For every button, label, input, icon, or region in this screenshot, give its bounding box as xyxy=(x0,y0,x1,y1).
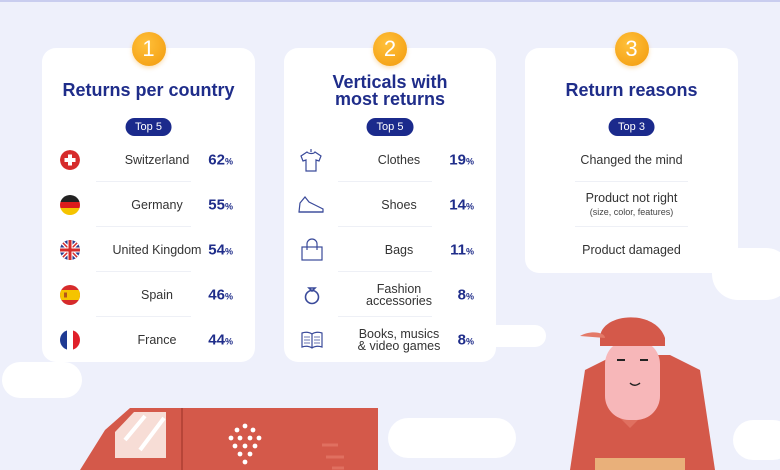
book-icon xyxy=(301,331,323,349)
country-name: Spain xyxy=(141,288,173,302)
list-item: Fashion accessories 8% xyxy=(284,273,496,317)
divider xyxy=(96,181,191,182)
divider xyxy=(96,271,191,272)
list-item: Switzerland 62% xyxy=(42,138,255,182)
percentage: 19% xyxy=(449,151,474,169)
returns-per-country-card: 1 Returns per country Top 5 Switzerland … xyxy=(42,32,255,362)
top-badge: Top 5 xyxy=(125,118,172,136)
reason-text: Changed the mind xyxy=(580,153,683,167)
country-name: Switzerland xyxy=(124,153,190,167)
courier-illustration xyxy=(570,317,715,470)
percentage: 55% xyxy=(208,196,233,214)
shoe-icon xyxy=(298,196,324,213)
list-item: Clothes 19% xyxy=(284,138,496,182)
divider xyxy=(96,316,191,317)
vertical-name: Fashion accessories xyxy=(366,282,432,308)
vertical-name: Books, musics & video games xyxy=(357,327,441,353)
spanish-flag-icon xyxy=(60,285,80,305)
step-number-badge: 2 xyxy=(373,32,407,66)
country-name: Germany xyxy=(131,198,183,212)
ring-icon xyxy=(304,287,320,305)
list-item: Spain 46% xyxy=(42,273,255,317)
divider xyxy=(338,181,432,182)
list-item: Product not right (size, color, features) xyxy=(525,183,738,227)
top-border xyxy=(0,0,780,2)
return-reasons-card: 3 Return reasons Top 3 Changed the mind … xyxy=(525,32,738,273)
uk-flag-icon xyxy=(60,240,80,260)
vertical-name: Shoes xyxy=(381,198,417,212)
list-item: Shoes 14% xyxy=(284,183,496,227)
logo-dots-icon xyxy=(228,423,262,465)
tshirt-icon xyxy=(300,149,322,172)
french-flag-icon xyxy=(60,330,80,350)
cloud xyxy=(733,420,780,460)
cloud xyxy=(2,362,82,398)
percentage: 44% xyxy=(208,331,233,349)
reason-text: Product not right (size, color, features) xyxy=(585,191,678,217)
bag-icon xyxy=(301,238,323,261)
divider xyxy=(575,226,688,227)
card-title: Return reasons xyxy=(565,80,698,100)
country-name: France xyxy=(137,333,177,347)
divider xyxy=(338,316,432,317)
percentage: 46% xyxy=(208,286,233,304)
list-item: Germany 55% xyxy=(42,183,255,227)
list-item: Changed the mind xyxy=(525,138,738,182)
top-badge: Top 5 xyxy=(366,118,414,136)
percentage: 14% xyxy=(449,196,474,214)
verticals-card: 2 Verticals with most returns Top 5 Cloth… xyxy=(284,32,496,362)
list-item: Bags 11% xyxy=(284,228,496,272)
list-item: United Kingdom 54% xyxy=(42,228,255,272)
list-item: France 44% xyxy=(42,318,255,362)
step-number-badge: 1 xyxy=(131,32,166,66)
percentage: 8% xyxy=(457,286,474,304)
cloud xyxy=(484,325,546,347)
list-item: Product damaged xyxy=(525,228,738,272)
cloud xyxy=(388,418,516,458)
delivery-van-illustration xyxy=(80,408,378,470)
percentage: 62% xyxy=(208,151,233,169)
vertical-name: Clothes xyxy=(377,153,421,167)
percentage: 54% xyxy=(208,241,233,259)
swiss-flag-icon xyxy=(60,150,80,170)
step-number-badge: 3 xyxy=(614,32,649,66)
reason-text: Product damaged xyxy=(582,243,681,257)
top-badge: Top 3 xyxy=(608,118,655,136)
divider xyxy=(338,226,432,227)
percentage: 8% xyxy=(457,331,474,349)
percentage: 11% xyxy=(450,241,474,259)
german-flag-icon xyxy=(60,195,80,215)
card-title: Returns per country xyxy=(62,80,235,100)
vertical-name: Bags xyxy=(384,243,414,257)
card-title: Verticals with most returns xyxy=(332,72,448,109)
country-name: United Kingdom xyxy=(112,243,202,257)
divider xyxy=(338,271,432,272)
divider xyxy=(96,226,191,227)
divider xyxy=(575,181,688,182)
list-item: Books, musics & video games 8% xyxy=(284,318,496,362)
